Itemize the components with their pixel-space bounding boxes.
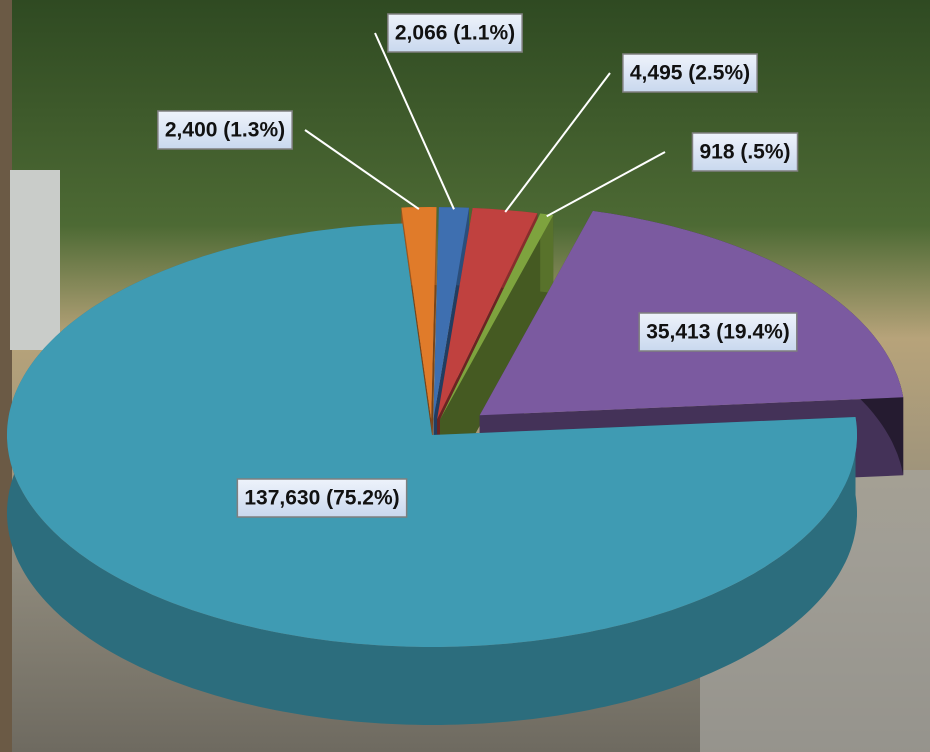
chart: 2,400 (1.3%) 2,066 (1.1%) 4,495 (2.5%) 918 … bbox=[0, 0, 930, 752]
data-label: 2,066 (1.1%) bbox=[395, 22, 515, 45]
post bbox=[0, 0, 12, 752]
data-label-box: 35,413 (19.4%) bbox=[639, 313, 797, 351]
page: {"chart_data": {"type": "pie", "values":… bbox=[0, 0, 930, 752]
data-label-box: 137,630 (75.2%) bbox=[237, 479, 406, 517]
data-label: 35,413 (19.4%) bbox=[646, 321, 790, 344]
data-label: 137,630 (75.2%) bbox=[244, 487, 399, 510]
data-label-box: 918 (.5%) bbox=[692, 133, 797, 171]
data-label-box: 2,066 (1.1%) bbox=[388, 14, 522, 52]
data-label-box: 2,400 (1.3%) bbox=[158, 111, 292, 149]
data-label: 4,495 (2.5%) bbox=[630, 62, 750, 85]
data-label-box: 4,495 (2.5%) bbox=[623, 54, 757, 92]
utility-box bbox=[10, 170, 60, 350]
data-label: 2,400 (1.3%) bbox=[165, 119, 285, 142]
data-label: 918 (.5%) bbox=[699, 141, 790, 164]
